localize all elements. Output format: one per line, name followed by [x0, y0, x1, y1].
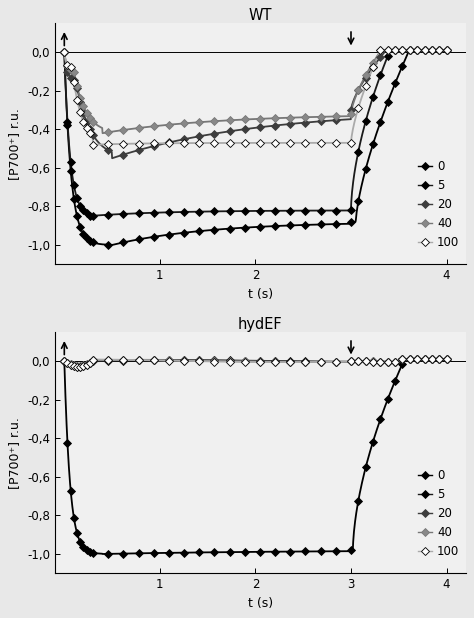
X-axis label: t (s): t (s): [247, 596, 273, 610]
Title: hydEF: hydEF: [238, 317, 283, 332]
Y-axis label: [P700⁺] r.u.: [P700⁺] r.u.: [9, 108, 21, 180]
Title: WT: WT: [248, 8, 272, 23]
Legend: 0, 5, 20, 40, 100: 0, 5, 20, 40, 100: [413, 465, 464, 562]
X-axis label: t (s): t (s): [247, 287, 273, 301]
Y-axis label: [P700⁺] r.u.: [P700⁺] r.u.: [9, 417, 21, 489]
Legend: 0, 5, 20, 40, 100: 0, 5, 20, 40, 100: [413, 156, 464, 253]
